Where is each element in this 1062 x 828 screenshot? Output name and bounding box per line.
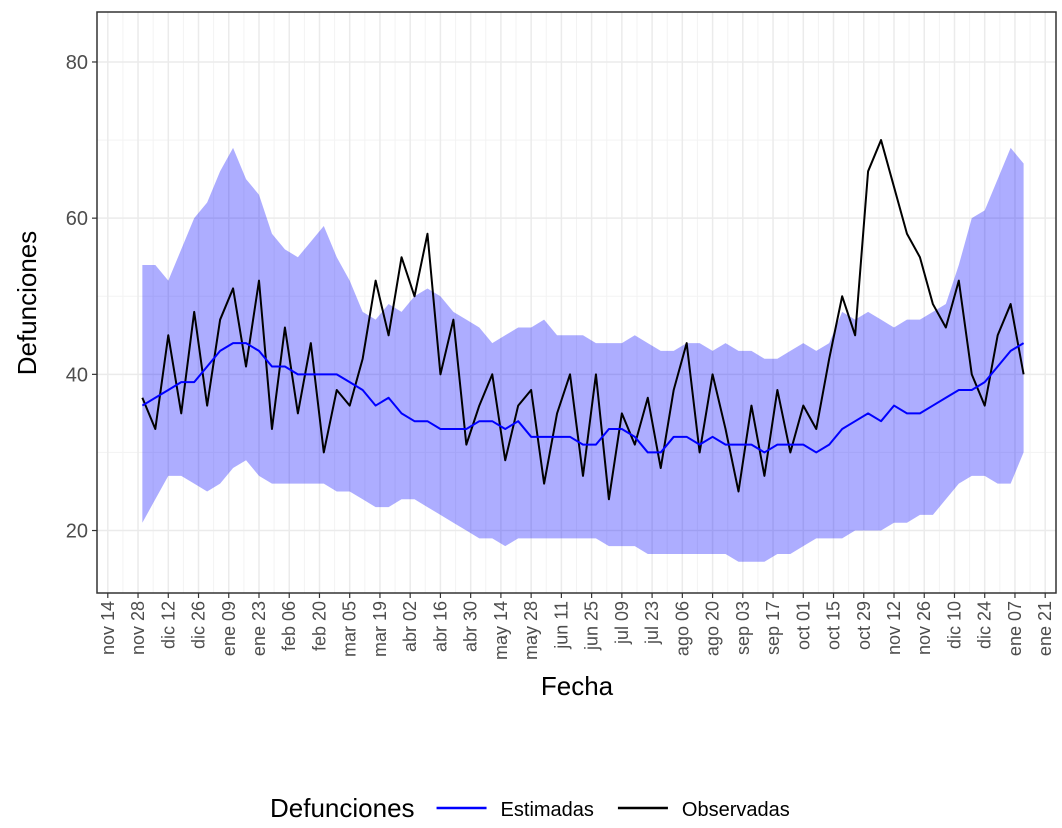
x-tick-label: jul 09 <box>612 601 632 645</box>
x-tick-label: ene 09 <box>219 601 239 656</box>
x-tick-label: dic 10 <box>944 601 964 649</box>
x-tick-label: dic 24 <box>975 601 995 649</box>
x-tick-label: sep 17 <box>763 601 783 655</box>
x-tick-label: oct 01 <box>793 601 813 650</box>
x-tick-label: nov 12 <box>884 601 904 655</box>
y-tick-label: 40 <box>66 364 88 386</box>
y-tick-label: 80 <box>66 52 88 74</box>
x-axis-title: Fecha <box>541 671 614 701</box>
legend-title: Defunciones <box>270 793 415 823</box>
x-tick-label: ene 07 <box>1005 601 1025 656</box>
line <box>141 342 1025 454</box>
x-tick-label: sep 03 <box>733 601 753 655</box>
x-tick-label: abr 16 <box>430 601 450 652</box>
x-tick-label: ago 20 <box>703 601 723 656</box>
ribbon <box>142 147 1024 562</box>
y-axis-title: Defunciones <box>12 231 42 376</box>
x-tick-label: mar 19 <box>370 601 390 657</box>
x-tick-label: dic 26 <box>189 601 209 649</box>
y-tick-label: 20 <box>66 521 88 543</box>
legend-label: Estimadas <box>501 799 594 821</box>
x-tick-label: may 28 <box>521 601 541 660</box>
x-tick-label: nov 14 <box>98 601 118 655</box>
x-tick-label: may 14 <box>491 601 511 660</box>
y-tick-label: 60 <box>66 208 88 230</box>
x-tick-label: jul 23 <box>642 601 662 645</box>
x-tick-label: dic 12 <box>158 601 178 649</box>
x-tick-label: nov 26 <box>914 601 934 655</box>
line <box>141 139 1025 501</box>
x-tick-label: jun 25 <box>582 601 602 651</box>
x-tick-label: nov 28 <box>128 601 148 655</box>
legend-label: Observadas <box>682 799 790 821</box>
x-tick-label: ene 23 <box>249 601 269 656</box>
panel-border <box>96 11 1057 594</box>
x-tick-label: feb 06 <box>279 601 299 651</box>
x-tick-label: abr 30 <box>461 601 481 652</box>
x-tick-label: oct 15 <box>824 601 844 650</box>
x-tick-label: ago 06 <box>672 601 692 656</box>
x-tick-label: ene 21 <box>1035 601 1055 656</box>
x-tick-label: jun 11 <box>551 601 571 650</box>
x-tick-label: oct 29 <box>854 601 874 650</box>
x-tick-label: feb 20 <box>309 601 329 651</box>
x-tick-label: abr 02 <box>400 601 420 652</box>
x-tick-label: mar 05 <box>340 601 360 657</box>
